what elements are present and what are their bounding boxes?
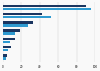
Bar xyxy=(3,13,42,15)
Bar xyxy=(3,5,86,7)
Bar xyxy=(3,24,28,27)
Bar xyxy=(3,29,20,32)
Bar xyxy=(3,38,15,40)
Bar xyxy=(3,54,7,57)
Bar xyxy=(3,21,33,24)
Bar xyxy=(3,40,10,43)
Bar xyxy=(3,8,91,10)
Bar xyxy=(3,16,51,18)
Bar xyxy=(3,46,11,48)
Bar xyxy=(3,57,6,60)
Bar xyxy=(3,32,15,35)
Bar xyxy=(3,49,8,51)
